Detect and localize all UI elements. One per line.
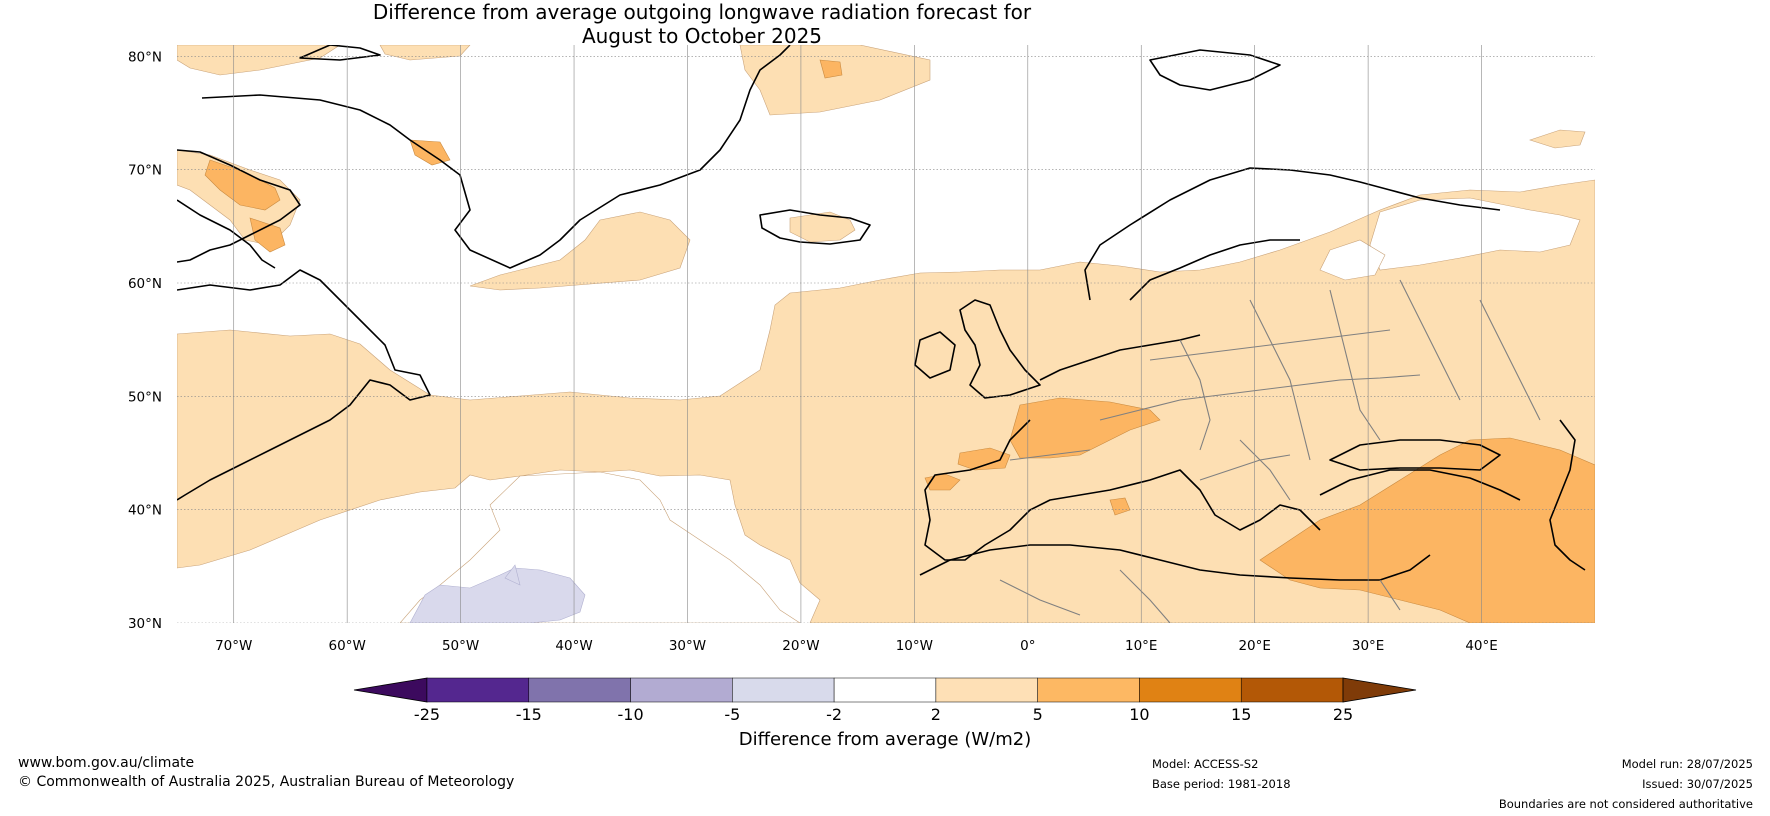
colorbar-tick-label: -2 <box>826 705 842 724</box>
colorbar-extend-high <box>1342 677 1417 703</box>
title-line-2: August to October 2025 <box>581 24 823 48</box>
colorbar-segment <box>732 677 835 703</box>
colorbar-tick-label: 25 <box>1333 705 1353 724</box>
colorbar-tick-label: -5 <box>724 705 740 724</box>
copyright-text: © Commonwealth of Australia 2025, Austra… <box>18 774 515 790</box>
colorbar-segment <box>528 677 631 703</box>
latitude-labels: 80°N 70°N 60°N 50°N 40°N 30°N <box>128 49 162 632</box>
colorbar-tick-label: 10 <box>1129 705 1149 724</box>
longitude-labels: 70°W 60°W 50°W 40°W 30°W 20°W 10°W 0° 10°E 20°E 30… <box>215 638 1498 654</box>
latitude-tick-label: 80°N <box>128 49 162 65</box>
website-link[interactable]: www.bom.gov.au/climate <box>18 755 195 771</box>
latitude-tick-label: 50°N <box>128 389 162 405</box>
model-run-date: Model run: 28/07/2025 <box>1621 757 1753 771</box>
longitude-tick-label: 40°W <box>555 638 592 654</box>
longitude-tick-label: 50°W <box>442 638 479 654</box>
latitude-tick-label: 60°N <box>128 276 162 292</box>
colorbar-tick-label: -25 <box>414 705 440 724</box>
colorbar-segment <box>1240 677 1344 703</box>
colorbar-tick-label: 15 <box>1231 705 1251 724</box>
model-name: Model: ACCESS-S2 <box>1152 757 1259 771</box>
title-line-1: Difference from average outgoing longwav… <box>372 0 1032 24</box>
longitude-tick-label: 10°E <box>1125 638 1157 654</box>
latitude-tick-label: 40°N <box>128 503 162 519</box>
colorbar: -25 -15 -10 -5 -2 2 5 10 15 25 <box>353 677 1417 724</box>
longitude-tick-label: 70°W <box>215 638 252 654</box>
longitude-tick-label: 10°W <box>896 638 933 654</box>
longitude-tick-label: 60°W <box>329 638 366 654</box>
longitude-tick-label: 30°W <box>669 638 706 654</box>
anomaly-fill-5-to-10 <box>204 59 1595 623</box>
country-borders <box>999 279 1541 623</box>
colorbar-tick-label: -10 <box>617 705 643 724</box>
colorbar-segment <box>833 677 937 703</box>
chart-title: Difference from average outgoing longwav… <box>0 0 1404 48</box>
longitude-tick-label: 20°W <box>782 638 819 654</box>
latitude-tick-label: 70°N <box>128 163 162 179</box>
colorbar-label: Difference from average (W/m2) <box>738 729 1032 750</box>
disclaimer-text: Boundaries are not considered authoritat… <box>1498 797 1753 811</box>
base-period: Base period: 1981-2018 <box>1152 777 1291 791</box>
colorbar-segment <box>426 677 530 703</box>
colorbar-tick-label: 2 <box>931 705 941 724</box>
colorbar-segment <box>630 677 733 703</box>
issued-date: Issued: 30/07/2025 <box>1642 777 1753 791</box>
colorbar-tick-label: 5 <box>1033 705 1043 724</box>
anomaly-fill-minus2-to-minus5 <box>409 564 586 623</box>
colorbar-segment <box>1139 677 1242 703</box>
longitude-tick-label: 20°E <box>1238 638 1270 654</box>
colorbar-segment <box>935 677 1038 703</box>
graticule <box>177 45 1595 623</box>
longitude-tick-label: 40°E <box>1465 638 1497 654</box>
colorbar-tick-label: -15 <box>516 705 542 724</box>
colorbar-segment <box>1037 677 1140 703</box>
colorbar-extend-low <box>353 677 428 703</box>
longitude-tick-label: 0° <box>1020 638 1035 654</box>
coastlines <box>177 45 1586 581</box>
longitude-tick-label: 30°E <box>1352 638 1384 654</box>
latitude-tick-label: 30°N <box>128 616 162 632</box>
map-plot-area <box>177 45 1595 623</box>
